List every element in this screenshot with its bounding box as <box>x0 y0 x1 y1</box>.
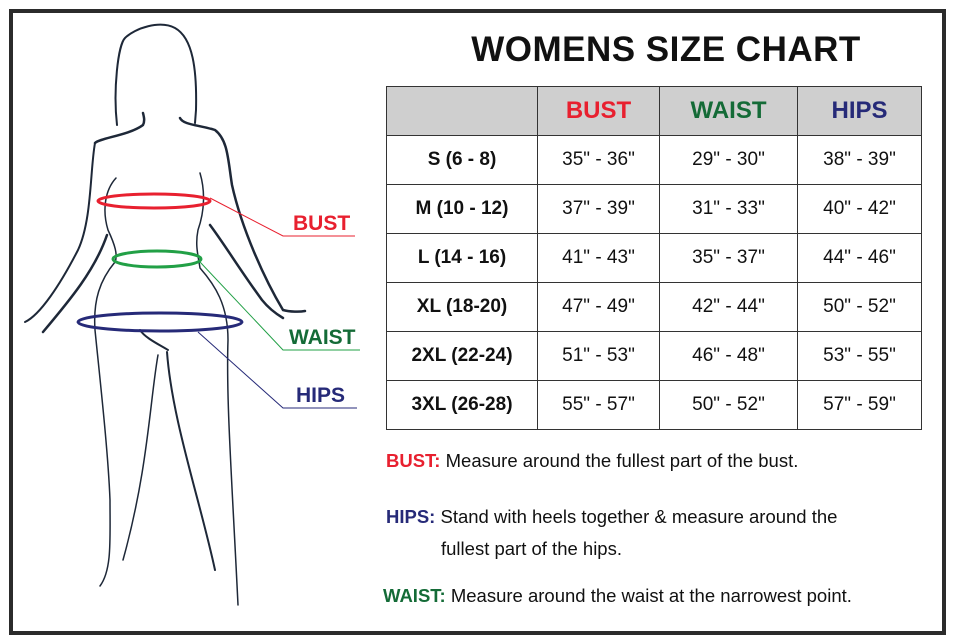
instruction-waist-label: WAIST: <box>383 585 446 606</box>
cell-waist: 29" - 30" <box>659 135 798 185</box>
cell-size: L (14 - 16) <box>386 233 538 283</box>
cell-size: 3XL (26-28) <box>386 380 538 430</box>
cell-hips: 44" - 46" <box>797 233 922 283</box>
table-row: L (14 - 16) 41" - 43" 35" - 37" 44" - 46" <box>386 233 922 283</box>
cell-size: 2XL (22-24) <box>386 331 538 381</box>
instruction-waist-text: Measure around the waist at the narrowes… <box>450 585 852 606</box>
silhouette-outline <box>24 23 307 606</box>
instruction-hips-text-continued: fullest part of the hips. <box>441 538 622 559</box>
figure-label-waist: WAIST <box>289 326 356 349</box>
instruction-waist: WAIST: Measure around the waist at the n… <box>383 585 852 607</box>
cell-hips: 53" - 55" <box>797 331 922 381</box>
header-size <box>386 86 538 136</box>
header-hips: HIPS <box>797 86 922 136</box>
table-row: 2XL (22-24) 51" - 53" 46" - 48" 53" - 55" <box>386 331 922 381</box>
cell-waist: 31" - 33" <box>659 184 798 234</box>
waist-measure-ring <box>111 249 203 269</box>
cell-hips: 50" - 52" <box>797 282 922 332</box>
figure-label-bust: BUST <box>293 212 351 235</box>
bust-measure-ring <box>96 192 212 210</box>
hips-leader-line <box>197 331 357 409</box>
size-table: BUST WAIST HIPS S (6 - 8) 35" - 36" 29" - … <box>386 86 922 430</box>
instruction-bust-text: Measure around the fullest part of the b… <box>445 450 799 471</box>
cell-bust: 41" - 43" <box>537 233 660 283</box>
cell-size: M (10 - 12) <box>386 184 538 234</box>
cell-hips: 40" - 42" <box>797 184 922 234</box>
instruction-hips-text: Stand with heels together & measure arou… <box>440 506 838 527</box>
cell-bust: 37" - 39" <box>537 184 660 234</box>
cell-size: XL (18-20) <box>386 282 538 332</box>
table-row: M (10 - 12) 37" - 39" 31" - 33" 40" - 42" <box>386 184 922 234</box>
cell-hips: 57" - 59" <box>797 380 922 430</box>
table-row: XL (18-20) 47" - 49" 42" - 44" 50" - 52" <box>386 282 922 332</box>
cell-waist: 42" - 44" <box>659 282 798 332</box>
chart-frame <box>9 9 946 635</box>
instruction-bust-label: BUST: <box>386 450 441 471</box>
hips-measure-ring <box>76 311 244 333</box>
cell-hips: 38" - 39" <box>797 135 922 185</box>
waist-leader-line <box>199 261 360 351</box>
table-row: S (6 - 8) 35" - 36" 29" - 30" 38" - 39" <box>386 135 922 185</box>
cell-size: S (6 - 8) <box>386 135 538 185</box>
instruction-hips: HIPS: Stand with heels together & measur… <box>386 506 837 528</box>
figure-label-hips: HIPS <box>296 384 346 407</box>
cell-bust: 47" - 49" <box>537 282 660 332</box>
cell-waist: 50" - 52" <box>659 380 798 430</box>
cell-bust: 35" - 36" <box>537 135 660 185</box>
body-silhouette-figure <box>24 23 360 606</box>
header-bust: BUST <box>537 86 660 136</box>
cell-bust: 51" - 53" <box>537 331 660 381</box>
bust-leader-line <box>209 197 355 237</box>
instruction-hips-label: HIPS: <box>386 506 436 527</box>
instruction-bust: BUST: Measure around the fullest part of… <box>386 450 798 472</box>
header-waist: WAIST <box>659 86 798 136</box>
cell-bust: 55" - 57" <box>537 380 660 430</box>
cell-waist: 46" - 48" <box>659 331 798 381</box>
table-row: 3XL (26-28) 55" - 57" 50" - 52" 57" - 59" <box>386 380 922 430</box>
cell-waist: 35" - 37" <box>659 233 798 283</box>
page-title: WOMENS SIZE CHART <box>471 30 861 69</box>
table-header-row: BUST WAIST HIPS <box>386 86 922 136</box>
